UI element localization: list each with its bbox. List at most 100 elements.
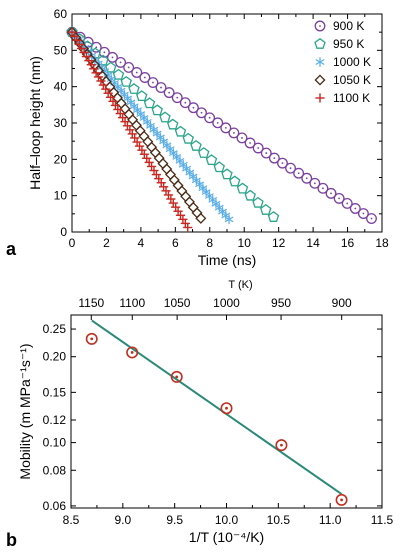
point-diamond xyxy=(127,114,139,126)
point-circle xyxy=(333,192,345,204)
panel-b: 8.5 9.0 9.5 10.0 10.5 11.0 11.5 1150 1100 1050 100… xyxy=(17,279,394,545)
point-circle-dot xyxy=(354,207,357,210)
y-tick-label: 40 xyxy=(54,80,68,94)
point-plus xyxy=(130,133,140,143)
point-pentagon xyxy=(112,68,125,80)
point-circle-dot xyxy=(330,192,332,195)
y-axis-label: Half–loop height (nm) xyxy=(27,56,43,190)
point-plus xyxy=(183,222,193,233)
legend-marker-circle-ring xyxy=(314,20,326,32)
point-asterisk-stroke xyxy=(224,216,234,223)
legend: 900 K 950 K 1000 K 1050 K 1100 K xyxy=(314,19,371,105)
point-pentagon xyxy=(221,168,233,180)
point-diamond xyxy=(142,136,154,148)
legend-marker-pentagon xyxy=(314,37,326,49)
point-pentagon xyxy=(97,54,109,66)
point-pentagon xyxy=(143,97,156,109)
data-point-ring xyxy=(170,370,183,383)
point-plus xyxy=(139,149,149,159)
data-point-dot xyxy=(175,375,179,379)
point-diamond xyxy=(164,169,177,181)
point-diamond xyxy=(157,158,169,170)
top-tick-label: 1150 xyxy=(78,296,104,310)
data-point-ring xyxy=(126,346,139,359)
point-circle-ring xyxy=(301,172,313,184)
data-point-ring xyxy=(275,439,288,452)
point-circle-ring xyxy=(293,167,305,179)
data-point-ring xyxy=(85,332,98,345)
point-circle-dot xyxy=(241,137,243,139)
legend-label: 1050 K xyxy=(333,73,371,87)
y-tick-label: 0.08 xyxy=(43,463,67,477)
point-plus xyxy=(156,178,166,188)
point-circle-dot xyxy=(160,86,162,89)
y-tick-label: 60 xyxy=(54,7,68,21)
point-circle-ring xyxy=(268,152,280,164)
y-tick-label: 20 xyxy=(54,152,68,166)
point-pentagon xyxy=(267,211,280,222)
data-point-ring xyxy=(335,493,348,506)
data-point xyxy=(275,439,288,452)
panel-b-letter: b xyxy=(6,530,17,550)
point-circle xyxy=(285,162,297,174)
point-circle xyxy=(293,167,305,179)
point-pentagon xyxy=(236,182,249,194)
point-diamond xyxy=(149,147,161,159)
data-point xyxy=(170,370,183,383)
point-diamond xyxy=(161,163,173,175)
point-circle xyxy=(179,97,191,109)
x-tick-label: 10 xyxy=(238,236,252,250)
legend-label: 950 K xyxy=(333,37,364,51)
point-diamond xyxy=(134,125,146,137)
data-point-dot xyxy=(90,337,94,341)
point-circle xyxy=(139,72,151,83)
legend-marker-asterisk-stroke xyxy=(315,59,325,65)
x-axis-label: Time (ns) xyxy=(198,252,257,268)
x-tick-label: 2 xyxy=(103,236,110,250)
point-plus xyxy=(154,174,164,184)
point-pentagon xyxy=(167,118,179,130)
point-circle-dot xyxy=(200,111,203,114)
point-circle-ring xyxy=(179,97,191,109)
point-circle-dot xyxy=(208,116,211,119)
legend-label: 1000 K xyxy=(333,55,371,69)
point-circle-ring xyxy=(196,107,207,119)
point-circle-dot xyxy=(95,46,98,49)
y-axis-label: Mobility (m MPa⁻¹s⁻¹) xyxy=(17,343,33,479)
y-tick-label: 0.15 xyxy=(43,385,67,399)
x-tick-label: 9.0 xyxy=(114,513,131,527)
point-circle-ring xyxy=(220,122,232,134)
point-circle-ring xyxy=(341,197,353,209)
point-plus xyxy=(108,96,118,106)
point-circle-ring xyxy=(277,157,288,169)
point-circle-dot xyxy=(297,172,300,175)
point-circle-dot xyxy=(127,66,130,69)
point-circle-ring xyxy=(163,87,175,99)
point-circle-ring xyxy=(252,142,264,154)
point-circle xyxy=(107,51,118,63)
data-point xyxy=(85,332,98,345)
point-circle xyxy=(317,182,329,194)
point-plus xyxy=(159,182,169,192)
point-circle xyxy=(171,92,183,104)
point-pentagon xyxy=(260,203,272,215)
x-tick-label: 14 xyxy=(306,236,320,250)
point-circle-ring xyxy=(187,102,199,114)
data-point-dot xyxy=(280,443,283,447)
legend-marker-asterisk xyxy=(315,57,325,67)
point-circle-dot xyxy=(249,142,251,144)
x-tick-label: 8 xyxy=(206,236,213,250)
point-circle-ring xyxy=(260,147,272,159)
point-circle-ring xyxy=(317,182,329,194)
point-circle xyxy=(187,102,199,114)
x-tick-label: 11.0 xyxy=(319,513,342,527)
point-circle-ring xyxy=(155,82,167,94)
point-pentagon xyxy=(213,161,225,173)
point-circle-ring xyxy=(228,127,240,139)
point-pentagon xyxy=(174,125,187,137)
point-diamond xyxy=(176,185,188,197)
point-circle xyxy=(163,87,175,99)
point-asterisk xyxy=(224,214,234,225)
point-plus xyxy=(180,218,190,229)
point-diamond xyxy=(130,119,142,131)
